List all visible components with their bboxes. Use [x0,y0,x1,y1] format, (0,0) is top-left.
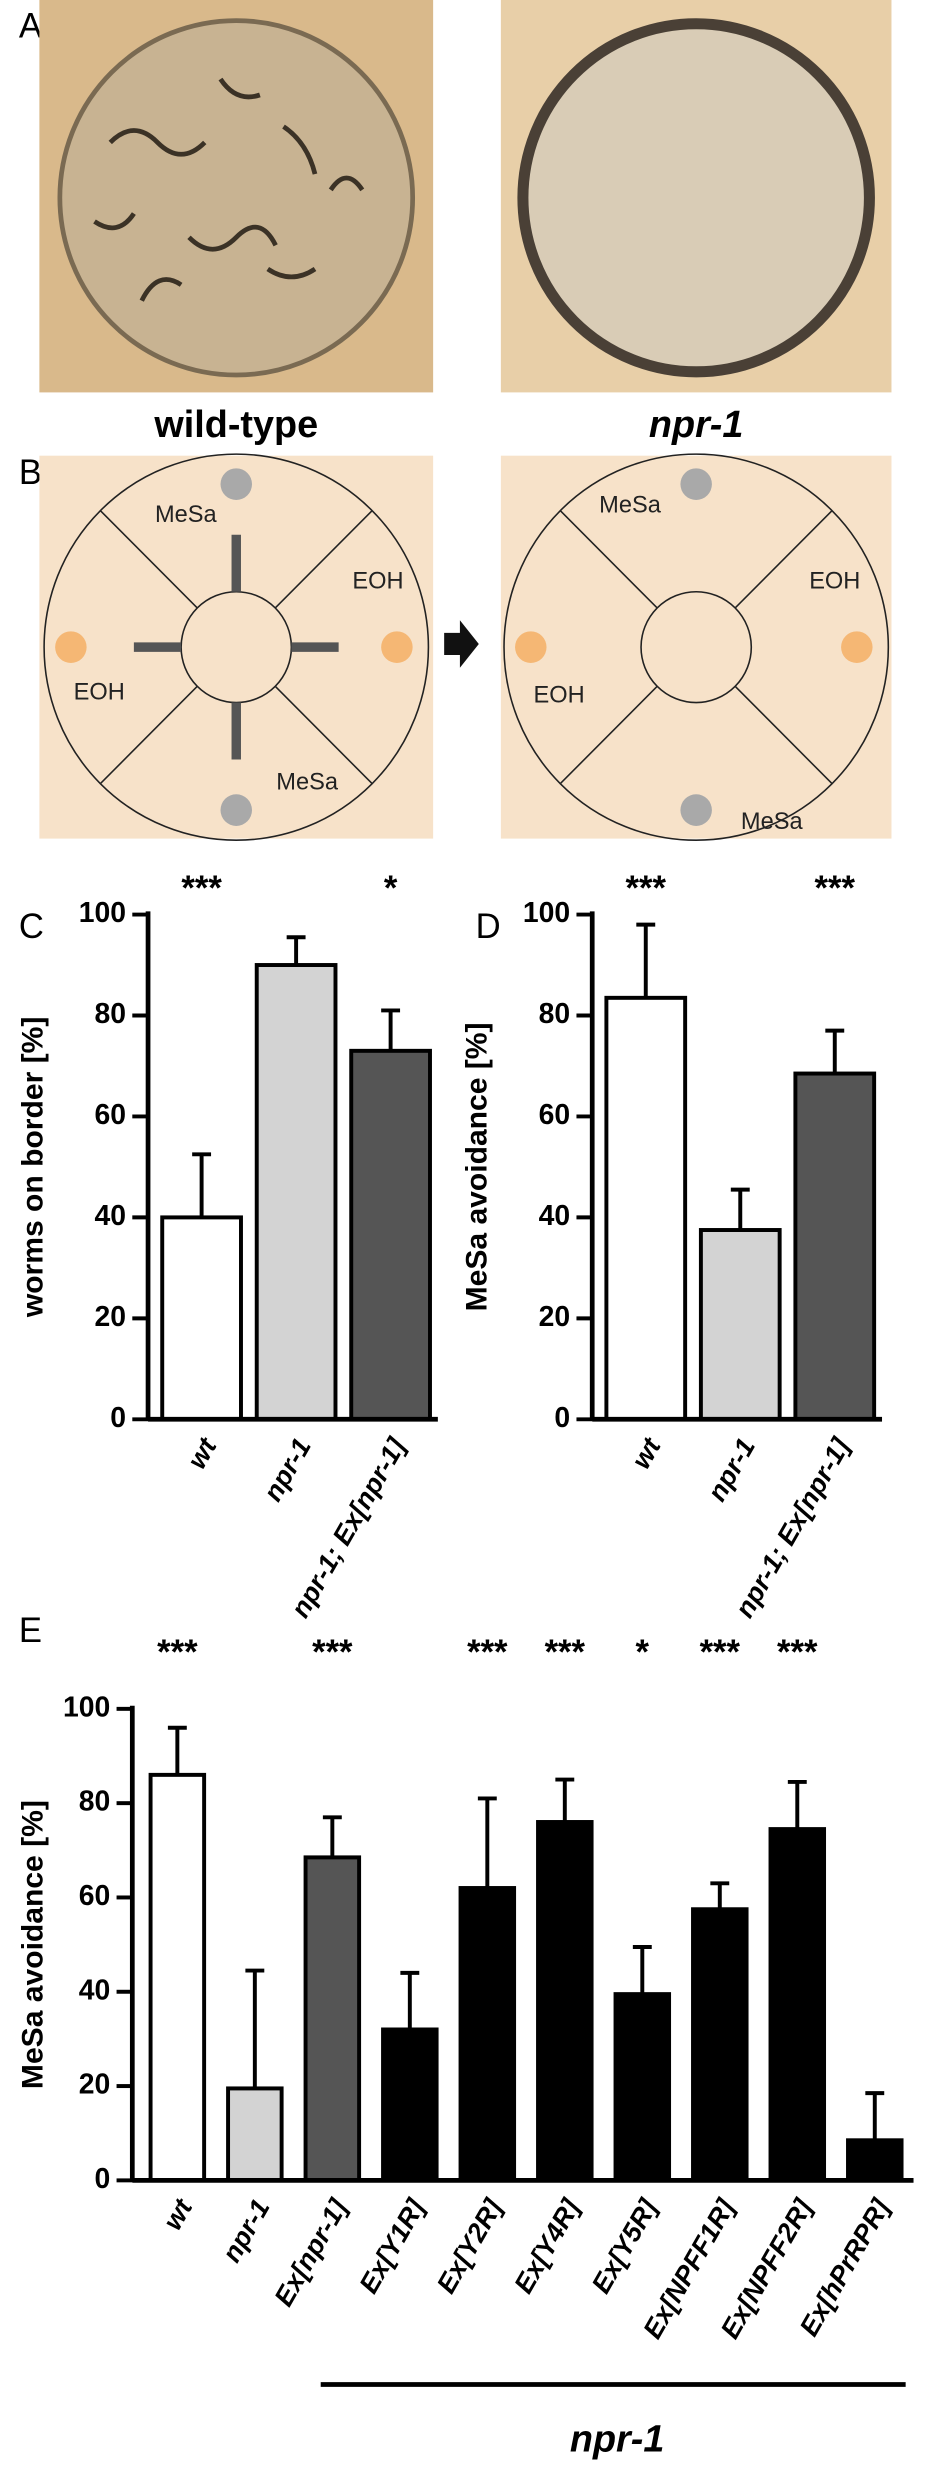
dish-label: EOH [74,679,125,705]
assay-plate [503,453,890,841]
y-tick-label: 100 [523,897,570,929]
bar [349,1048,432,1422]
y-tick-label: 0 [94,2163,110,2195]
group-label: npr-1 [570,2418,664,2460]
significance: *** [626,870,667,908]
y-tick-label: 40 [539,1200,571,1232]
bar [254,963,338,1422]
bar [381,2027,439,2183]
y-axis-label: MeSa avoidance [%] [17,1800,50,2089]
x-tick-label: npr-1 [257,1433,316,1506]
y-tick-label: 60 [79,1880,111,1912]
y-tick-label: 20 [539,1301,571,1333]
assay-plate [43,453,430,841]
bar [613,1992,672,2183]
panel-label: A [19,8,43,46]
y-tick-label: 100 [63,1691,110,1723]
y-tick-label: 20 [94,1301,126,1333]
dish-label: EOH [352,568,403,594]
bar [793,1071,877,1422]
x-tick-label: wt [182,1432,223,1474]
significance: * [636,1634,650,1672]
panel-label: B [19,454,42,492]
y-tick-label: 40 [94,1200,126,1232]
x-tick-label: Ex[npr-1] [268,2193,353,2311]
worm-lawn [517,18,875,378]
spot [841,631,873,663]
dish-label: MeSa [599,493,661,519]
significance: *** [157,1634,198,1672]
y-tick-label: 60 [539,1099,571,1131]
dish-label: MeSa [276,769,338,795]
spot [220,794,253,826]
bar [226,2086,284,2183]
y-tick-label: 0 [554,1402,570,1434]
arrows [133,534,339,760]
dish-label: MeSa [741,809,803,835]
x-tick-label: Ex[Y2R] [431,2193,509,2298]
spot [381,631,413,663]
bar [698,1228,782,1422]
spot [220,468,253,500]
x-tick-label: npr-1 [702,1433,761,1506]
panel-label: D [476,908,501,946]
significance: *** [777,1634,818,1672]
significance: *** [545,1634,586,1672]
photo [39,455,434,839]
dish-label: EOH [809,568,860,594]
bar [536,1820,594,2183]
worm-lawn [57,18,416,378]
bar [303,1855,362,2183]
photo [500,455,892,839]
y-tick-label: 0 [110,1402,126,1434]
dish-label: MeSa [155,502,217,528]
significance: *** [700,1634,741,1672]
spot [680,468,712,500]
y-tick-label: 40 [79,1974,111,2006]
bar [604,995,688,1422]
strain-label: npr-1 [649,404,743,446]
arrow [444,620,479,668]
x-tick-label: wt [157,2193,198,2235]
significance: *** [467,1634,508,1672]
significance: *** [815,870,856,908]
y-tick-label: 100 [79,897,126,929]
y-tick-label: 60 [94,1099,126,1131]
dish-label: EOH [534,682,585,708]
bar [148,1772,207,2183]
worms [93,77,365,302]
x-tick-label: Ex[Y5R] [586,2193,664,2298]
x-tick-label: wt [626,1432,667,1474]
y-axis-label: worms on border [%] [17,1017,50,1319]
significance: *** [181,870,222,908]
bar [846,2138,904,2183]
panel-label: E [19,1612,42,1650]
bar [160,1215,243,1422]
strain-label: wild-type [153,404,318,446]
spot [680,794,712,826]
panel-label: C [19,908,44,946]
y-tick-label: 80 [539,998,571,1030]
significance: * [384,870,398,908]
x-tick-label: Ex[Y1R] [353,2193,431,2298]
y-tick-label: 80 [79,1786,111,1818]
bar [458,1886,517,2183]
bar [691,1907,749,2183]
x-tick-label: Ex[Y4R] [508,2193,586,2298]
y-tick-label: 80 [94,998,126,1030]
y-tick-label: 20 [79,2069,111,2101]
significance: *** [312,1634,353,1672]
spot [55,631,87,663]
y-axis-label: MeSa avoidance [%] [461,1022,494,1311]
x-tick-label: npr-1 [216,2194,275,2267]
bar [768,1827,827,2183]
spot [515,631,547,663]
